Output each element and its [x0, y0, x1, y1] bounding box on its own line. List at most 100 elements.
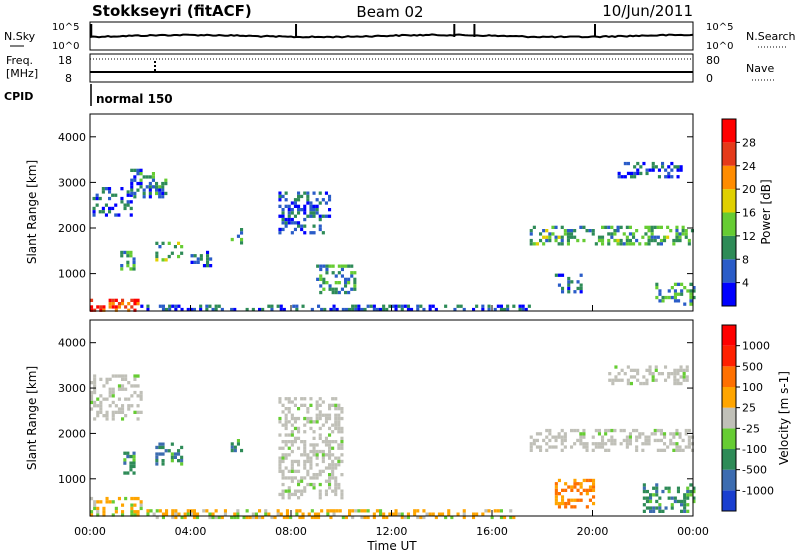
heatmap-cell	[576, 488, 580, 492]
heatmap-cell	[354, 509, 358, 513]
heatmap-cell	[348, 509, 352, 513]
heatmap-cell	[529, 242, 533, 246]
heatmap-cell	[529, 435, 533, 439]
heatmap-cell	[579, 442, 583, 446]
heatmap-cell	[312, 453, 316, 457]
heatmap-cell	[625, 445, 629, 449]
heatmap-cell	[293, 469, 297, 473]
heatmap-cell	[133, 175, 137, 179]
heatmap-cell	[641, 448, 645, 452]
heatmap-cell	[337, 459, 341, 464]
heatmap-cell	[318, 482, 322, 487]
heatmap-cell	[570, 280, 574, 284]
heatmap-cell	[366, 304, 370, 308]
heatmap-cell	[692, 486, 696, 490]
heatmap-cell	[685, 375, 689, 379]
heatmap-cell	[619, 428, 623, 433]
heatmap-cell	[512, 304, 516, 308]
heatmap-cell	[146, 509, 150, 513]
heatmap-cell	[139, 185, 143, 189]
heatmap-cell	[114, 298, 118, 302]
heatmap-cell	[672, 238, 676, 243]
heatmap-cell	[656, 438, 660, 443]
heatmap-cell	[658, 503, 662, 507]
heatmap-cell	[340, 473, 344, 477]
heatmap-cell	[655, 506, 659, 510]
heatmap-cell	[673, 289, 677, 293]
heatmap-cell	[554, 492, 558, 496]
heatmap-cell	[130, 181, 134, 186]
heatmap-cell	[161, 452, 165, 456]
heatmap-cell	[680, 503, 684, 507]
heatmap-cell	[557, 242, 561, 246]
heatmap-cell	[633, 171, 637, 176]
heatmap-cell	[245, 307, 249, 312]
heatmap-cell	[223, 509, 227, 513]
heatmap-cell	[151, 172, 155, 176]
heatmap-cell	[95, 196, 99, 201]
heatmap-cell	[557, 435, 561, 439]
heatmap-cell	[655, 499, 659, 504]
heatmap-cell	[655, 486, 659, 490]
heatmap-cell	[121, 510, 125, 514]
heatmap-cell	[180, 515, 184, 520]
heatmap-cell	[230, 448, 234, 453]
heatmap-cell	[561, 286, 565, 291]
heatmap-cell	[360, 515, 364, 520]
heatmap-cell	[164, 178, 168, 182]
heatmap-cell	[340, 440, 344, 444]
heatmap-cell	[136, 374, 140, 378]
heatmap-cell	[676, 372, 680, 376]
heatmap-cell	[318, 426, 322, 431]
heatmap-cell	[642, 496, 646, 500]
heatmap-cell	[652, 493, 656, 497]
heatmap-cell	[101, 206, 105, 211]
heatmap-cell	[582, 428, 586, 433]
heatmap-cell	[318, 224, 322, 228]
frequency-panel: Freq. [MHz] 18 8 80 0 Nave	[6, 53, 776, 85]
heatmap-cell	[300, 489, 304, 493]
heatmap-cell	[133, 510, 137, 514]
heatmap-cell	[676, 165, 680, 169]
heatmap-cell	[251, 307, 255, 312]
heatmap-cell	[95, 193, 99, 197]
heatmap-cell	[121, 298, 125, 302]
heatmap-cell	[297, 469, 301, 473]
heatmap-cell	[680, 509, 684, 513]
heatmap-cell	[101, 190, 105, 194]
heatmap-cell	[164, 191, 168, 196]
heatmap-cell	[689, 295, 693, 300]
heatmap-cell	[217, 515, 221, 520]
heatmap-cell	[318, 227, 322, 232]
heatmap-cell	[683, 506, 687, 510]
heatmap-cell	[329, 307, 333, 312]
heatmap-cell	[616, 225, 620, 229]
heatmap-cell	[664, 365, 668, 369]
heatmap-cell	[344, 290, 348, 295]
heatmap-cell	[683, 499, 687, 504]
heatmap-cell	[628, 242, 632, 246]
heatmap-cell	[167, 449, 171, 453]
colorbar-swatch	[722, 469, 736, 491]
heatmap-cell	[597, 445, 601, 449]
heatmap-cell	[428, 307, 432, 312]
heatmap-cell	[121, 384, 125, 388]
frequency-label: Freq.	[6, 54, 33, 67]
heatmap-cell	[360, 307, 364, 312]
heatmap-cell	[348, 307, 352, 312]
heatmap-cell	[281, 403, 285, 407]
heatmap-cell	[293, 201, 297, 205]
heatmap-cell	[656, 428, 660, 433]
heatmap-cell	[278, 446, 282, 450]
heatmap-cell	[416, 509, 420, 513]
heatmap-cell	[582, 435, 586, 439]
x-tick-label: 16:00	[476, 525, 508, 538]
heatmap-cell	[290, 416, 294, 421]
heatmap-cell	[108, 500, 112, 504]
heatmap-cell	[177, 512, 181, 516]
heatmap-cell	[180, 245, 184, 249]
colorbar-swatch	[722, 212, 736, 236]
heatmap-cell	[648, 368, 652, 372]
heatmap-cell	[130, 496, 134, 501]
heatmap-cell	[617, 378, 621, 382]
